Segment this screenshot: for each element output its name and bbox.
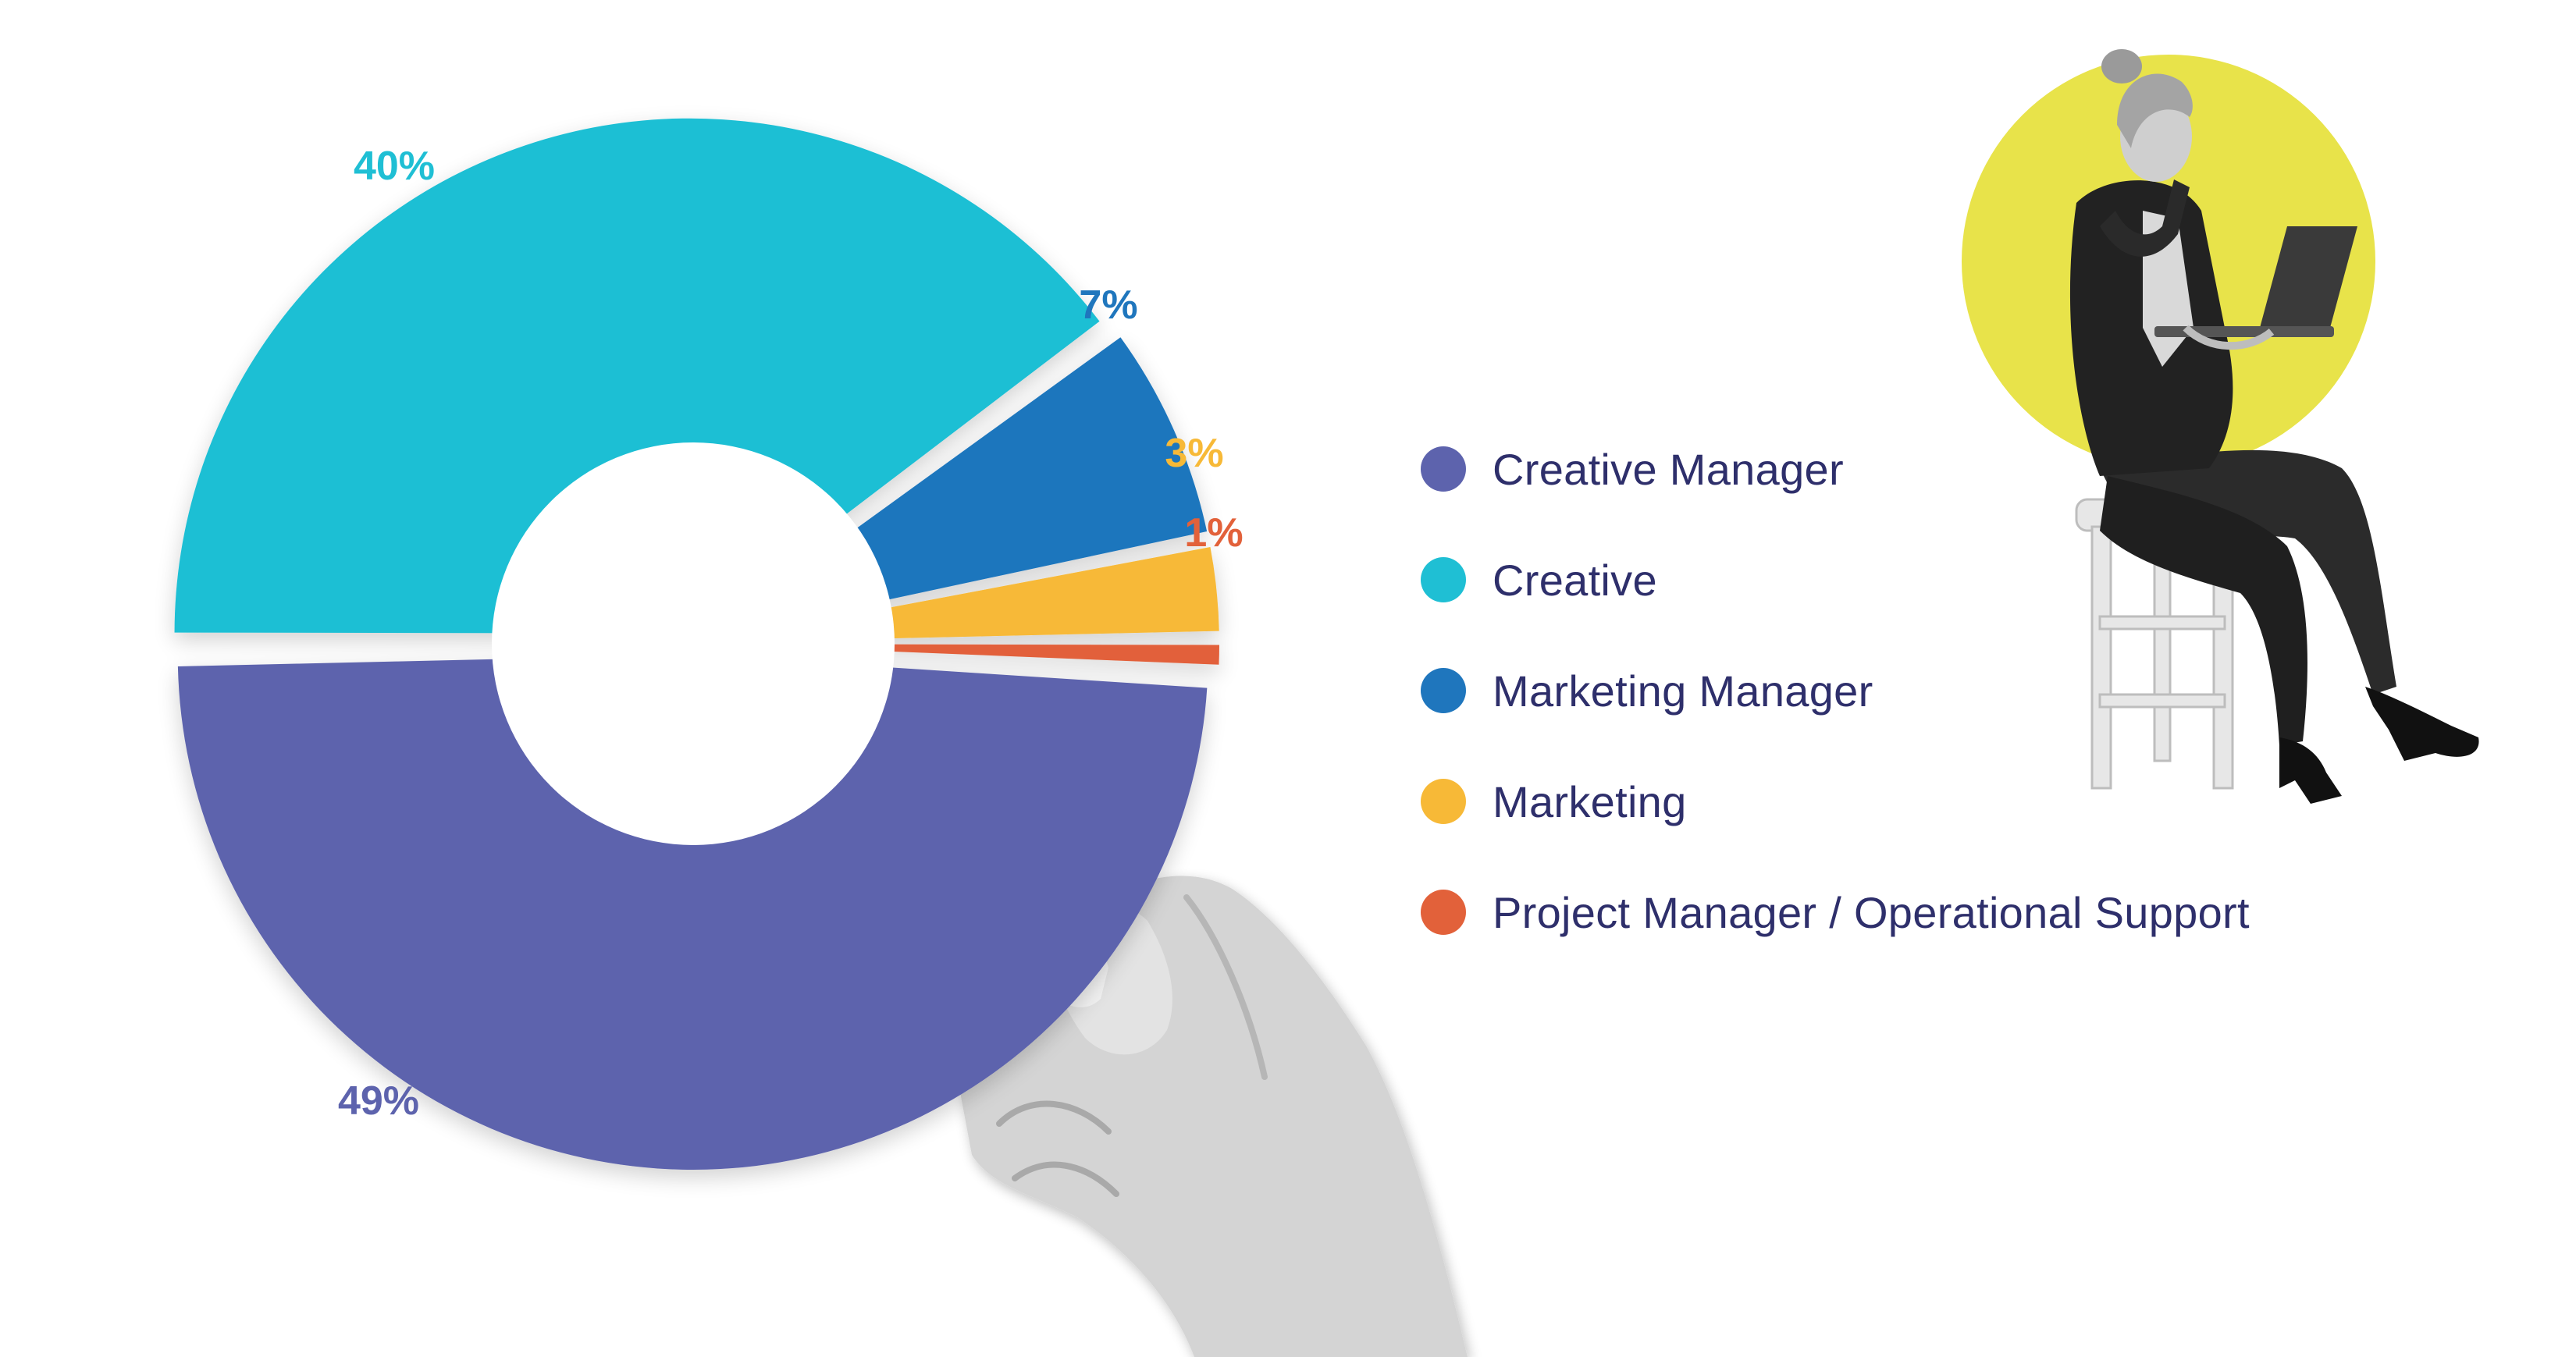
legend-label: Project Manager / Operational Support — [1493, 887, 2250, 937]
data-label-project-manager-operational-support: 1% — [1184, 510, 1243, 556]
donut-slices — [174, 118, 1219, 1170]
legend-item-creative-manager: Creative Manager — [1421, 414, 2250, 524]
legend-swatch-icon — [1421, 779, 1466, 824]
data-label-marketing-manager: 7% — [1079, 282, 1137, 328]
data-label-marketing: 3% — [1165, 431, 1223, 476]
legend-swatch-icon — [1421, 668, 1466, 713]
legend-item-marketing-manager: Marketing Manager — [1421, 635, 2250, 746]
legend-label: Marketing Manager — [1493, 666, 1873, 716]
slice-creative — [174, 118, 1100, 634]
woman-silhouette-icon — [2069, 49, 2479, 804]
donut-hole — [492, 442, 895, 845]
slice-creative-manager — [177, 654, 1208, 1170]
legend-swatch-icon — [1421, 446, 1466, 492]
legend: Creative Manager Creative Marketing Mana… — [1421, 414, 2250, 968]
data-label-creative-manager: 49% — [338, 1078, 419, 1124]
legend-label: Creative Manager — [1493, 444, 1844, 494]
legend-item-creative: Creative — [1421, 524, 2250, 635]
legend-label: Marketing — [1493, 776, 1687, 826]
legend-item-project-manager: Project Manager / Operational Support — [1421, 857, 2250, 968]
data-labels: 49% 40% 7% 3% 1% — [338, 144, 1244, 1124]
legend-swatch-icon — [1421, 557, 1466, 602]
legend-item-marketing: Marketing — [1421, 746, 2250, 857]
legend-label: Creative — [1493, 555, 1657, 605]
legend-swatch-icon — [1421, 890, 1466, 935]
person-illustration — [1962, 49, 2479, 804]
data-label-creative: 40% — [354, 144, 435, 189]
